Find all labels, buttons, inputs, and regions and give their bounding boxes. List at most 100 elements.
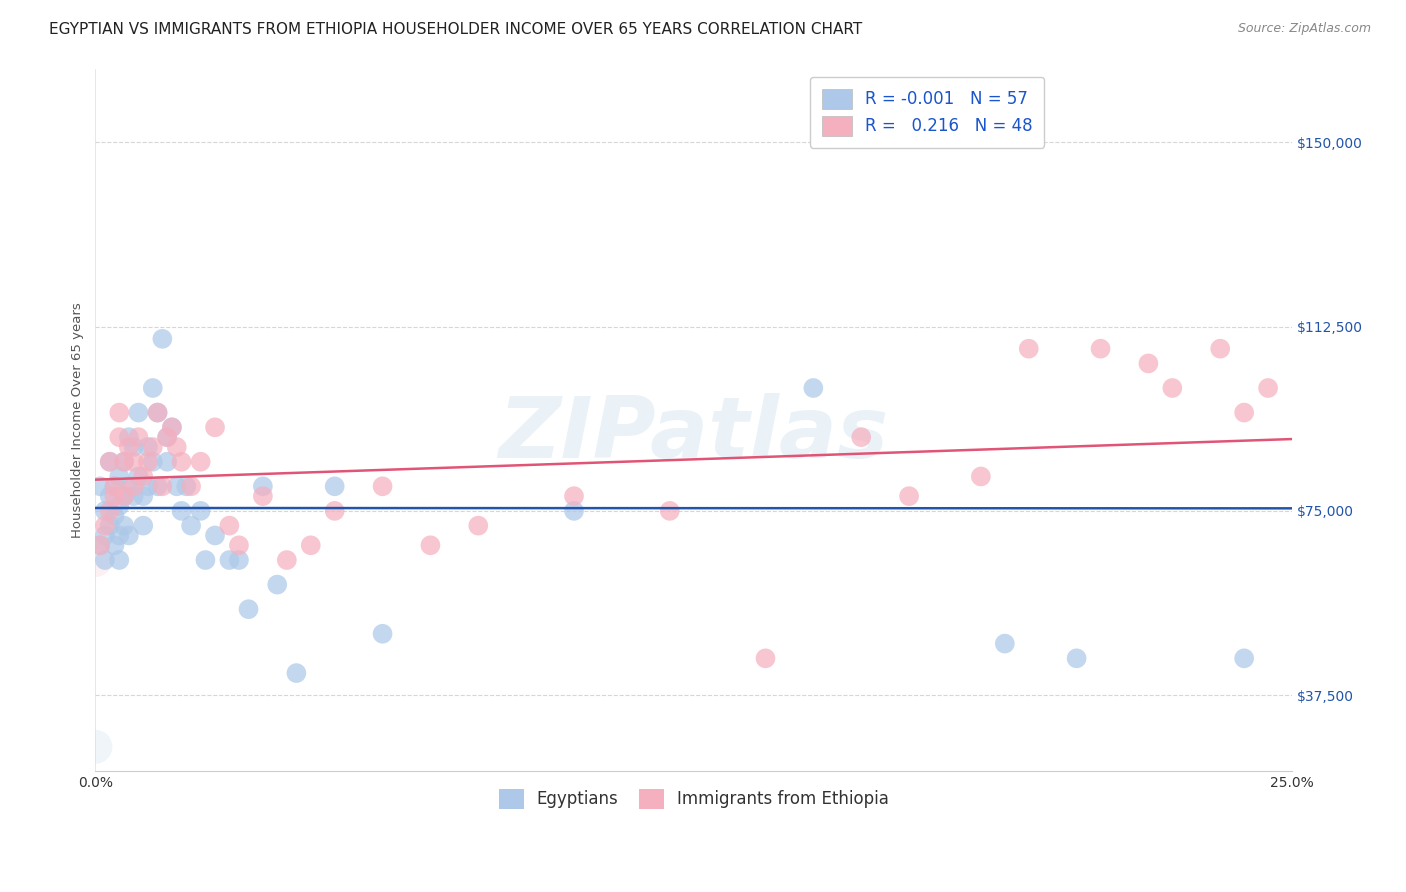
Point	[118, 440, 141, 454]
Point	[94, 528, 117, 542]
Point	[371, 479, 394, 493]
Y-axis label: Householder Income Over 65 years: Householder Income Over 65 years	[72, 302, 84, 538]
Legend: Egyptians, Immigrants from Ethiopia: Egyptians, Immigrants from Ethiopia	[492, 782, 896, 816]
Text: ZIPatlas: ZIPatlas	[499, 392, 889, 475]
Point	[166, 479, 188, 493]
Point	[218, 553, 240, 567]
Point	[112, 455, 135, 469]
Point	[84, 739, 107, 754]
Point	[419, 538, 441, 552]
Point	[156, 455, 179, 469]
Point	[89, 538, 111, 552]
Point	[299, 538, 322, 552]
Point	[108, 406, 131, 420]
Point	[156, 430, 179, 444]
Point	[103, 538, 125, 552]
Point	[754, 651, 776, 665]
Point	[108, 499, 131, 513]
Point	[1233, 651, 1256, 665]
Point	[122, 440, 145, 454]
Point	[801, 381, 824, 395]
Text: Source: ZipAtlas.com: Source: ZipAtlas.com	[1237, 22, 1371, 36]
Point	[118, 430, 141, 444]
Point	[276, 553, 298, 567]
Point	[146, 479, 169, 493]
Point	[122, 489, 145, 503]
Point	[112, 518, 135, 533]
Point	[89, 479, 111, 493]
Point	[122, 479, 145, 493]
Point	[1137, 356, 1160, 370]
Point	[190, 455, 212, 469]
Point	[127, 406, 149, 420]
Point	[1161, 381, 1184, 395]
Point	[658, 504, 681, 518]
Point	[371, 626, 394, 640]
Point	[190, 504, 212, 518]
Point	[122, 455, 145, 469]
Point	[127, 430, 149, 444]
Point	[218, 518, 240, 533]
Point	[108, 430, 131, 444]
Point	[994, 637, 1017, 651]
Point	[136, 479, 159, 493]
Point	[170, 455, 193, 469]
Point	[103, 479, 125, 493]
Point	[194, 553, 217, 567]
Point	[252, 479, 274, 493]
Point	[103, 479, 125, 493]
Point	[562, 504, 585, 518]
Point	[98, 504, 121, 518]
Point	[323, 479, 346, 493]
Point	[84, 553, 107, 567]
Point	[94, 553, 117, 567]
Point	[176, 479, 198, 493]
Point	[238, 602, 260, 616]
Point	[150, 332, 173, 346]
Point	[1209, 342, 1232, 356]
Point	[156, 430, 179, 444]
Point	[160, 420, 183, 434]
Point	[1233, 406, 1256, 420]
Point	[228, 553, 250, 567]
Point	[146, 406, 169, 420]
Point	[1066, 651, 1088, 665]
Point	[1257, 381, 1279, 395]
Point	[180, 479, 202, 493]
Point	[266, 577, 288, 591]
Point	[94, 504, 117, 518]
Point	[146, 406, 169, 420]
Point	[970, 469, 993, 483]
Point	[108, 553, 131, 567]
Point	[166, 440, 188, 454]
Text: EGYPTIAN VS IMMIGRANTS FROM ETHIOPIA HOUSEHOLDER INCOME OVER 65 YEARS CORRELATIO: EGYPTIAN VS IMMIGRANTS FROM ETHIOPIA HOU…	[49, 22, 862, 37]
Point	[136, 440, 159, 454]
Point	[94, 518, 117, 533]
Point	[170, 504, 193, 518]
Point	[132, 469, 155, 483]
Point	[160, 420, 183, 434]
Point	[89, 538, 111, 552]
Point	[108, 469, 131, 483]
Point	[150, 479, 173, 493]
Point	[103, 508, 125, 523]
Point	[98, 455, 121, 469]
Point	[142, 381, 165, 395]
Point	[898, 489, 921, 503]
Point	[1018, 342, 1040, 356]
Point	[562, 489, 585, 503]
Point	[204, 420, 226, 434]
Point	[228, 538, 250, 552]
Point	[98, 455, 121, 469]
Point	[851, 430, 873, 444]
Point	[180, 518, 202, 533]
Point	[98, 518, 121, 533]
Point	[252, 489, 274, 503]
Point	[108, 528, 131, 542]
Point	[467, 518, 489, 533]
Point	[142, 455, 165, 469]
Point	[112, 455, 135, 469]
Point	[323, 504, 346, 518]
Point	[142, 440, 165, 454]
Point	[118, 479, 141, 493]
